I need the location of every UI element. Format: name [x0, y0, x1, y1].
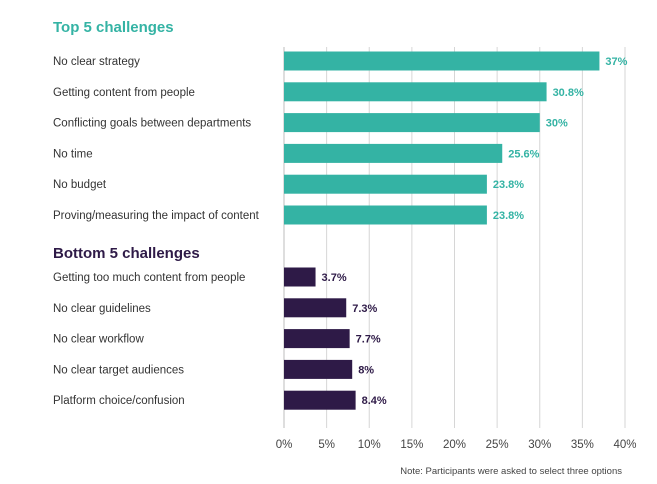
data-label: 23.8% — [493, 210, 524, 222]
x-tick-label: 25% — [486, 439, 509, 451]
data-label: 8.4% — [362, 395, 387, 407]
data-label: 30% — [546, 118, 568, 130]
bar — [284, 267, 316, 287]
category-label: No clear target audiences — [53, 364, 184, 376]
data-label: 7.7% — [356, 334, 381, 346]
labels: Top 5 challenges No clear strategy 37% Gett… — [53, 19, 628, 407]
x-tick-label: 40% — [613, 439, 636, 451]
category-label: No clear strategy — [53, 56, 140, 68]
bar — [284, 205, 487, 225]
x-tick-label: 0% — [276, 439, 293, 451]
bar — [284, 298, 347, 318]
bar — [284, 51, 600, 71]
x-tick-label: 5% — [318, 439, 335, 451]
category-label: Conflicting goals between departments — [53, 118, 251, 130]
bar — [284, 113, 540, 133]
x-tick-label: 20% — [443, 439, 466, 451]
bar — [284, 359, 353, 379]
x-tick-label: 30% — [528, 439, 551, 451]
x-tick-label: 35% — [571, 439, 594, 451]
data-label: 8% — [358, 364, 374, 376]
bar — [284, 174, 487, 194]
category-label: Proving/measuring the impact of content — [53, 210, 260, 222]
category-label: Getting too much content from people — [53, 272, 245, 284]
grid-lines — [326, 47, 626, 428]
category-label: No time — [53, 148, 93, 160]
data-label: 37% — [605, 56, 627, 68]
data-label: 23.8% — [493, 179, 524, 191]
category-label: No budget — [53, 179, 107, 191]
bar — [284, 82, 547, 102]
bottom-challenges-title: Bottom 5 challenges — [53, 245, 200, 262]
x-tick-label: 10% — [358, 439, 381, 451]
category-label: No clear guidelines — [53, 303, 151, 315]
category-label: Platform choice/confusion — [53, 395, 185, 407]
bar — [284, 143, 503, 163]
data-label: 25.6% — [508, 148, 539, 160]
category-label: No clear workflow — [53, 334, 144, 346]
x-axis-ticks: 0% 5% 10% 15% 20% 25% 30% 35% 40% — [276, 439, 637, 451]
bars — [284, 51, 600, 410]
bar — [284, 390, 356, 410]
data-label: 3.7% — [322, 272, 347, 284]
data-label: 30.8% — [553, 87, 584, 99]
bar — [284, 329, 350, 349]
top-challenges-title: Top 5 challenges — [53, 19, 174, 36]
category-label: Getting content from people — [53, 87, 195, 99]
footnote: Note: Participants were asked to select … — [400, 466, 622, 477]
data-label: 7.3% — [352, 303, 377, 315]
x-tick-label: 15% — [400, 439, 423, 451]
